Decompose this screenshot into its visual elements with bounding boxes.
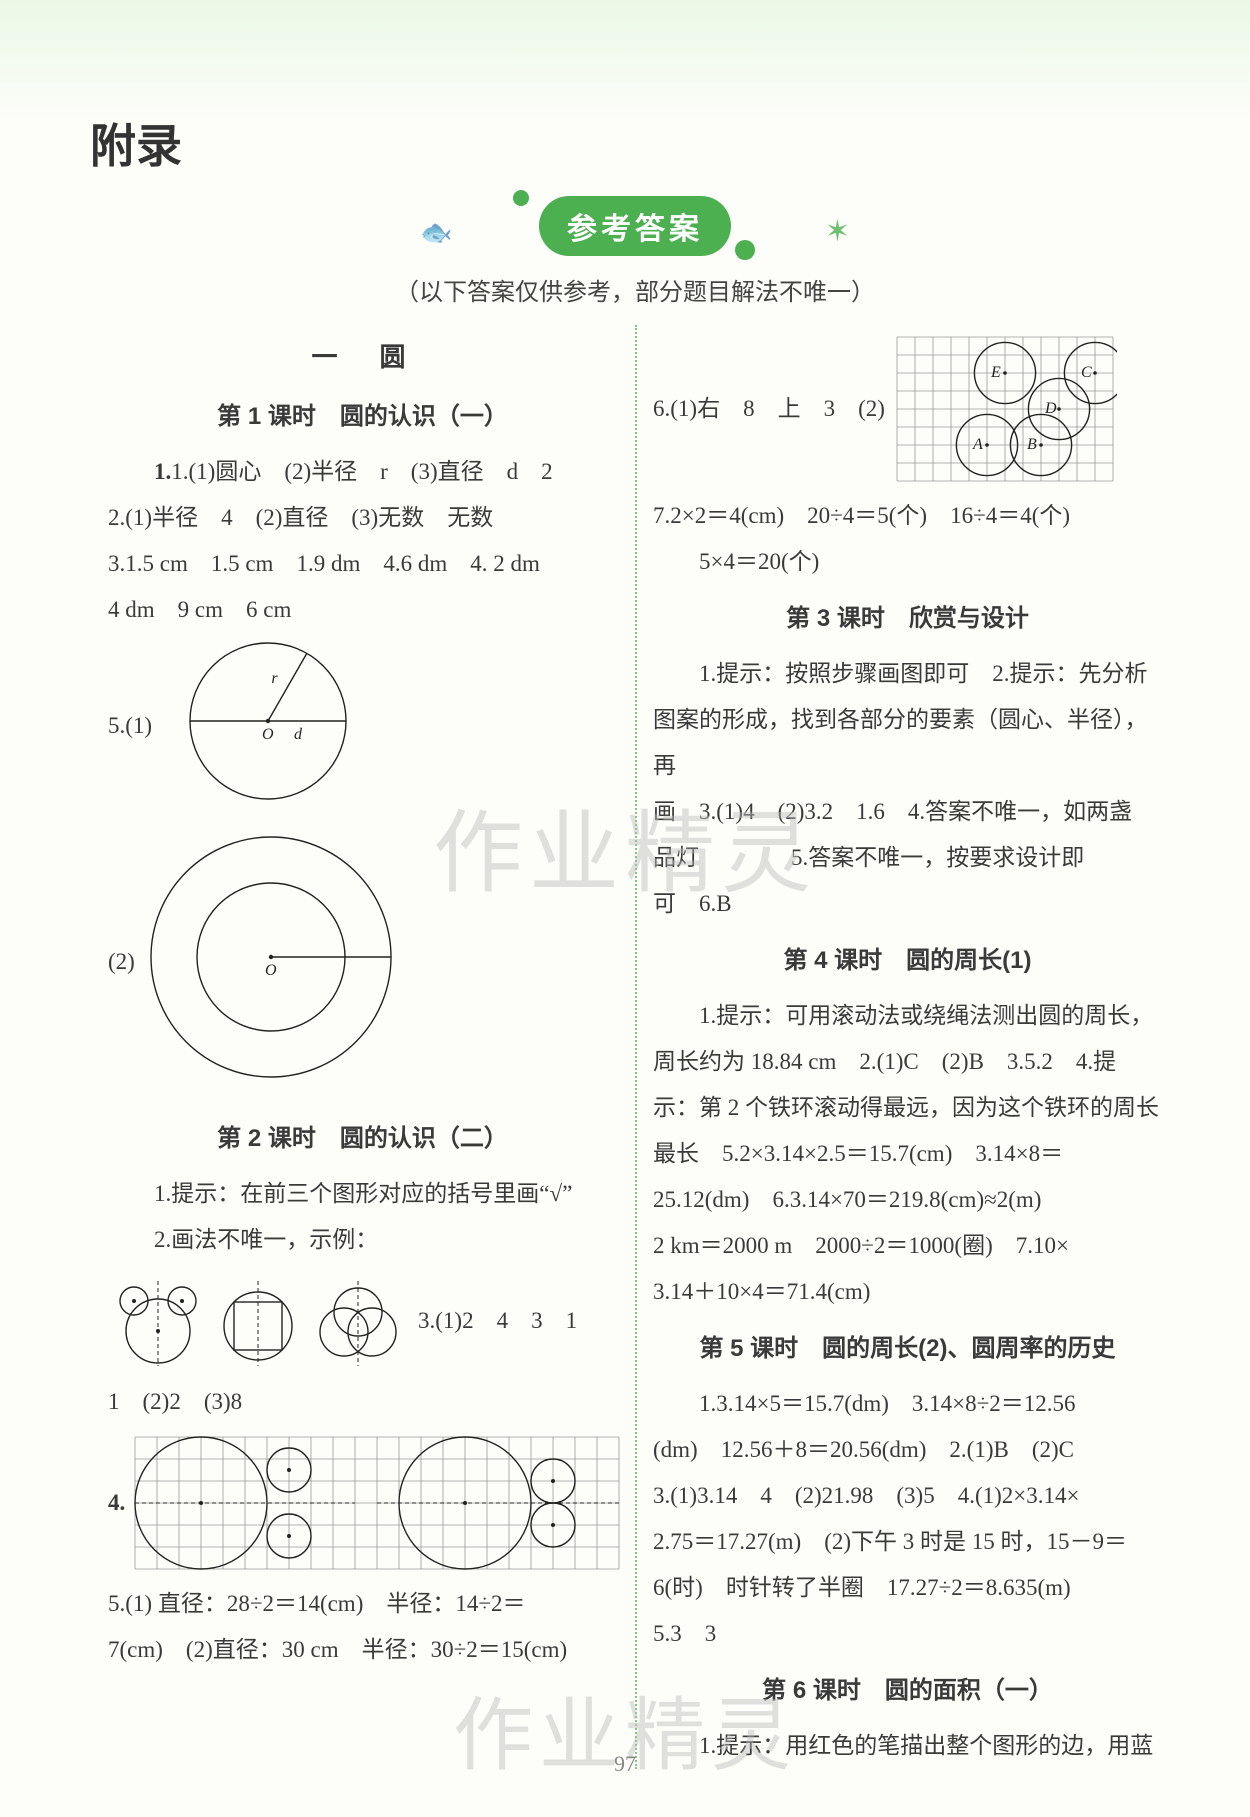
banner-badge: 参考答案 [539,196,731,256]
svg-text:D: D [1044,400,1057,417]
q7b: 5×4＝20(个) [653,539,1162,585]
concentric-circle-diagram: O [141,827,411,1097]
l3-1: 1.提示：按照步骤画图即可 2.提示：先分析 [653,651,1162,697]
l4-3: 示：第 2 个铁环滚动得最远，因为这个铁环的周长 [653,1085,1162,1131]
l2-4: 1 (2)2 (3)8 [108,1379,617,1425]
lesson1-title: 第 1 课时 圆的认识（一） [108,393,617,441]
l2-2: 2.画法不唯一，示例： [108,1217,617,1263]
l4-1: 1.提示：可用滚动法或绕绳法测出圆的周长， [653,993,1162,1039]
l4-5: 25.12(dm) 6.3.14×70＝219.8(cm)≈2(m) [653,1177,1162,1223]
column-divider [635,325,637,1769]
l1-5b: (2) [108,939,135,985]
l1-1: 1.1.(1)圆心 (2)半径 r (3)直径 d 2 [108,449,617,495]
circle-rd-diagram: r d O [158,641,378,811]
svg-text:d: d [294,726,303,743]
l4-7: 3.14＋10×4＝71.4(cm) [653,1269,1162,1315]
lesson3-title: 第 3 课时 欣赏与设计 [653,595,1162,643]
fig-q6: A B C D E [893,333,1117,485]
q6-row: 6.(1)右 8 上 3 (2) A B C D E [653,325,1162,493]
svg-text:E: E [990,364,1001,381]
banner: 🐟 参考答案 ✶ [90,196,1180,266]
l2-shapes-row: 3.(1)2 4 3 1 [108,1263,617,1379]
sub-note: （以下答案仅供参考，部分题目解法不唯一） [90,272,1180,307]
l1-3: 3.1.5 cm 1.5 cm 1.9 dm 4.6 dm 4. 2 dm [108,541,617,587]
l5-5: 6(时) 时针转了半圈 17.27÷2＝8.635(m) [653,1565,1162,1611]
fig-5-1: r d O [158,641,378,811]
l5-3: 3.(1)3.14 4 (2)21.98 (3)5 4.(1)2×3.14× [653,1473,1162,1519]
l3-4: 品灯 5.答案不唯一，按要求设计即 [653,835,1162,881]
unit-title: 一 圆 [108,331,617,383]
q6-prefix: 6.(1)右 8 上 3 (2) [653,386,885,432]
l1-4: 4 dm 9 cm 6 cm [108,587,617,633]
symmetry-shapes-diagram [108,1271,408,1371]
l3-3: 画 3.(1)4 (2)3.2 1.6 4.答案不唯一，如两盏 [653,789,1162,835]
l1-5a: 5.(1) [108,703,152,749]
l1-fig5-2-row: (2) O [108,819,617,1105]
svg-text:A: A [972,436,983,453]
l5-1: 1.3.14×5＝15.7(dm) 3.14×8÷2＝12.56 [653,1381,1162,1427]
svg-text:O: O [265,962,277,979]
l1-fig5-1-row: 5.(1) r d O [108,633,617,819]
lesson6-title: 第 6 课时 圆的面积（一） [653,1667,1162,1715]
l2-grid-row: 4. [108,1425,617,1581]
grid-labeled-circles: A B C D E [893,333,1117,485]
l1-2: 2.(1)半径 4 (2)直径 (3)无数 无数 [108,495,617,541]
l4-2: 周长约为 18.84 cm 2.(1)C (2)B 3.5.2 4.提 [653,1039,1162,1085]
fig-grid4 [131,1433,623,1573]
right-column: 6.(1)右 8 上 3 (2) A B C D E 7.2×2＝4(cm) 20÷4＝… [635,325,1180,1769]
l2-1: 1.提示：在前三个图形对应的括号里画“√” [108,1171,617,1217]
l5-6: 5.3 3 [653,1611,1162,1657]
star-icon: ✶ [825,214,850,249]
left-column: 一 圆 第 1 课时 圆的认识（一） 1.1.(1)圆心 (2)半径 r (3)… [90,325,635,1769]
lesson2-title: 第 2 课时 圆的认识（二） [108,1115,617,1163]
l5-2: (dm) 12.56＋8＝20.56(dm) 2.(1)B (2)C [653,1427,1162,1473]
q7a: 7.2×2＝4(cm) 20÷4＝5(个) 16÷4＝4(个) [653,493,1162,539]
lesson4-title: 第 4 课时 圆的周长(1) [653,937,1162,985]
grid-circles-diagram [131,1433,623,1573]
l4-4: 最长 5.2×3.14×2.5＝15.7(cm) 3.14×8＝ [653,1131,1162,1177]
svg-text:B: B [1027,436,1037,453]
l3-5: 可 6.B [653,881,1162,927]
svg-text:C: C [1081,364,1092,381]
page-number: 97 [0,1751,1250,1777]
l3-2: 图案的形成，找到各部分的要素（圆心、半径），再 [653,697,1162,789]
fig-5-2: O [141,827,411,1097]
lesson5-title: 第 5 课时 圆的周长(2)、圆周率的历史 [653,1325,1162,1373]
l2-3suf: 3.(1)2 4 3 1 [418,1298,577,1344]
l2-4prefix: 4. [108,1480,125,1526]
l2-6: 7(cm) (2)直径：30 cm 半径：30÷2＝15(cm) [108,1627,617,1673]
l1-1-txt: 1.(1)圆心 (2)半径 r (3)直径 d 2 [171,459,552,484]
svg-text:r: r [271,670,278,687]
l5-4: 2.75＝17.27(m) (2)下午 3 时是 15 时，15－9＝ [653,1519,1162,1565]
l4-6: 2 km＝2000 m 2000÷2＝1000(圈) 7.10× [653,1223,1162,1269]
fish-icon: 🐟 [420,218,452,248]
svg-text:O: O [262,726,274,743]
fig-l2-shapes [108,1271,408,1371]
l2-5: 5.(1) 直径：28÷2＝14(cm) 半径：14÷2＝ [108,1581,617,1627]
